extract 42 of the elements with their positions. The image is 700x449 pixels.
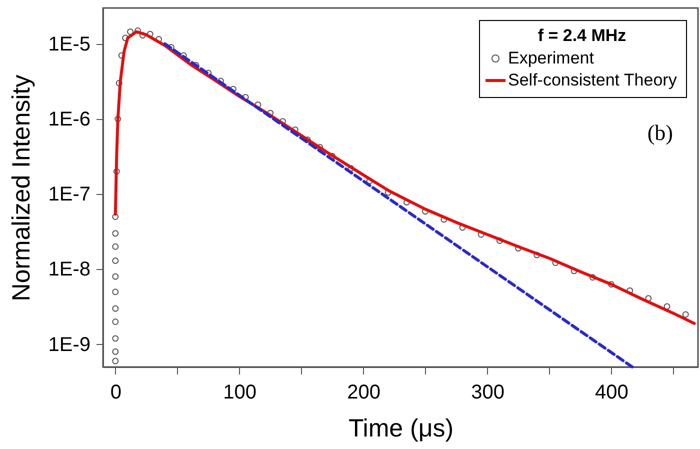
x-tick-label: 0: [110, 382, 122, 404]
y-tick-label: 1E-9: [48, 334, 90, 356]
point: [515, 245, 522, 252]
point: [134, 27, 141, 34]
y-tick-label: 1E-7: [48, 184, 90, 206]
line-series: [114, 30, 696, 325]
point: [496, 237, 503, 244]
point: [112, 273, 119, 280]
point: [127, 28, 134, 35]
point: [114, 116, 122, 122]
point: [112, 243, 119, 250]
point: [589, 274, 596, 281]
point: [682, 311, 689, 318]
annotation: (b): [647, 120, 673, 145]
legend-label: Experiment: [508, 48, 594, 68]
point: [112, 257, 119, 264]
x-axis-title: Time (μs): [348, 414, 454, 442]
legend-label: Self-consistent Theory: [508, 70, 678, 90]
point: [645, 295, 652, 302]
point: [112, 288, 119, 296]
point: [608, 281, 614, 288]
point: [112, 214, 119, 220]
x-tick-label: 300: [471, 382, 504, 404]
point: [664, 303, 670, 310]
point: [112, 305, 119, 312]
y-tick-label: 1E-8: [48, 258, 90, 281]
legend-title: f = 2.4 MHz: [538, 26, 626, 45]
y-tick-label: 1E-5: [48, 33, 90, 56]
point: [112, 318, 119, 325]
x-tick-label: 200: [347, 382, 380, 404]
y-axis-title: Normalized Intensity: [7, 74, 36, 302]
point: [112, 230, 119, 237]
x-tick-label: 400: [595, 382, 628, 404]
point: [116, 80, 122, 86]
y-tick-label: 1E-6: [48, 108, 90, 130]
point: [534, 252, 540, 258]
point: [112, 358, 119, 364]
point: [112, 348, 119, 355]
point: [112, 335, 119, 342]
point: [139, 32, 146, 39]
point: [113, 168, 120, 175]
x-tick-label: 100: [223, 382, 257, 404]
